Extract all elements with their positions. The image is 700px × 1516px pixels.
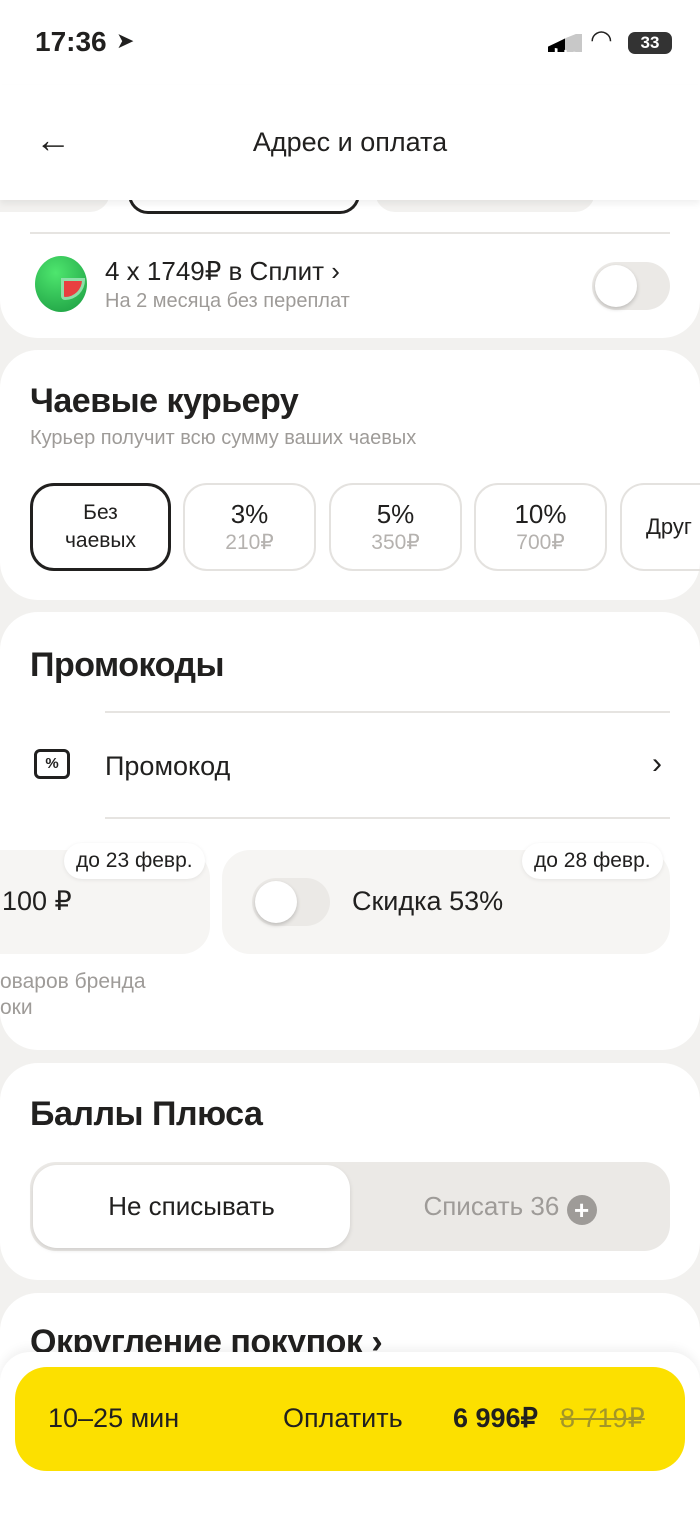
tips-title: Чаевые курьеру (30, 382, 299, 420)
bottom-panel: 10–25 мин Оплатить 6 996₽ 8 719₽ (0, 1352, 700, 1516)
promocode-label: Промокод (105, 751, 231, 781)
split-toggle[interactable] (592, 262, 670, 310)
location-icon: ➤ (116, 28, 135, 53)
pay-button[interactable]: 10–25 мин Оплатить 6 996₽ 8 719₽ (15, 1367, 685, 1471)
plus-segmented-control: Не списывать Списать 36 + (30, 1162, 670, 1251)
pay-label: Оплатить (283, 1403, 403, 1433)
promo-card: Промокоды % Промокод › 100 ₽ Скидка 53% … (0, 612, 700, 1050)
plus-points-icon: + (566, 1195, 597, 1225)
plus-option-keep[interactable]: Не списывать (33, 1165, 350, 1248)
promo-value: 100 ₽ (2, 886, 72, 916)
tips-subtitle: Курьер получит всю сумму ваших чаевых (30, 427, 417, 449)
back-arrow-icon[interactable]: ← (35, 119, 71, 160)
discount-ticket-icon: % (34, 749, 70, 779)
promocode-row[interactable]: % Промокод › (0, 713, 700, 817)
promo-badge-2: до 28 февр. (522, 843, 663, 879)
pay-old-price: 8 719₽ (560, 1403, 645, 1433)
promo-badge-1: до 23 февр. (64, 843, 205, 879)
split-title[interactable]: 4 x 1749₽ в Сплит › (105, 256, 340, 286)
promo-desc: оваров бренда оки (0, 970, 146, 1019)
plus-title: Баллы Плюса (30, 1095, 263, 1133)
tip-option-none[interactable]: Без чаевых (30, 483, 171, 571)
tip-option-5[interactable]: 5% 350₽ (329, 483, 462, 571)
tip-option-other[interactable]: Друг (620, 483, 700, 571)
plus-option-spend[interactable]: Списать 36 + (350, 1165, 670, 1248)
wifi-icon: ◠ (590, 24, 613, 54)
promo-toggle[interactable] (252, 878, 330, 926)
tip-option-10[interactable]: 10% 700₽ (474, 483, 607, 571)
status-time: 17:36 (35, 26, 107, 57)
split-subtitle: На 2 месяца без переплат (105, 290, 350, 312)
page-title: Адрес и оплата (252, 127, 448, 157)
header: ← Адрес и оплата (0, 85, 700, 200)
battery-icon: 33 (628, 32, 672, 54)
tip-option-3[interactable]: 3% 210₽ (183, 483, 316, 571)
delivery-eta: 10–25 мин (48, 1403, 180, 1433)
pay-price: 6 996₽ (453, 1403, 538, 1433)
plus-card: Баллы Плюса Не списывать Списать 36 + (0, 1063, 700, 1280)
promo-value: Скидка 53% (352, 886, 504, 916)
chevron-right-icon: › (652, 747, 662, 780)
split-logo-icon (35, 256, 87, 312)
signal-icon (548, 34, 582, 52)
promo-title: Промокоды (30, 646, 225, 684)
